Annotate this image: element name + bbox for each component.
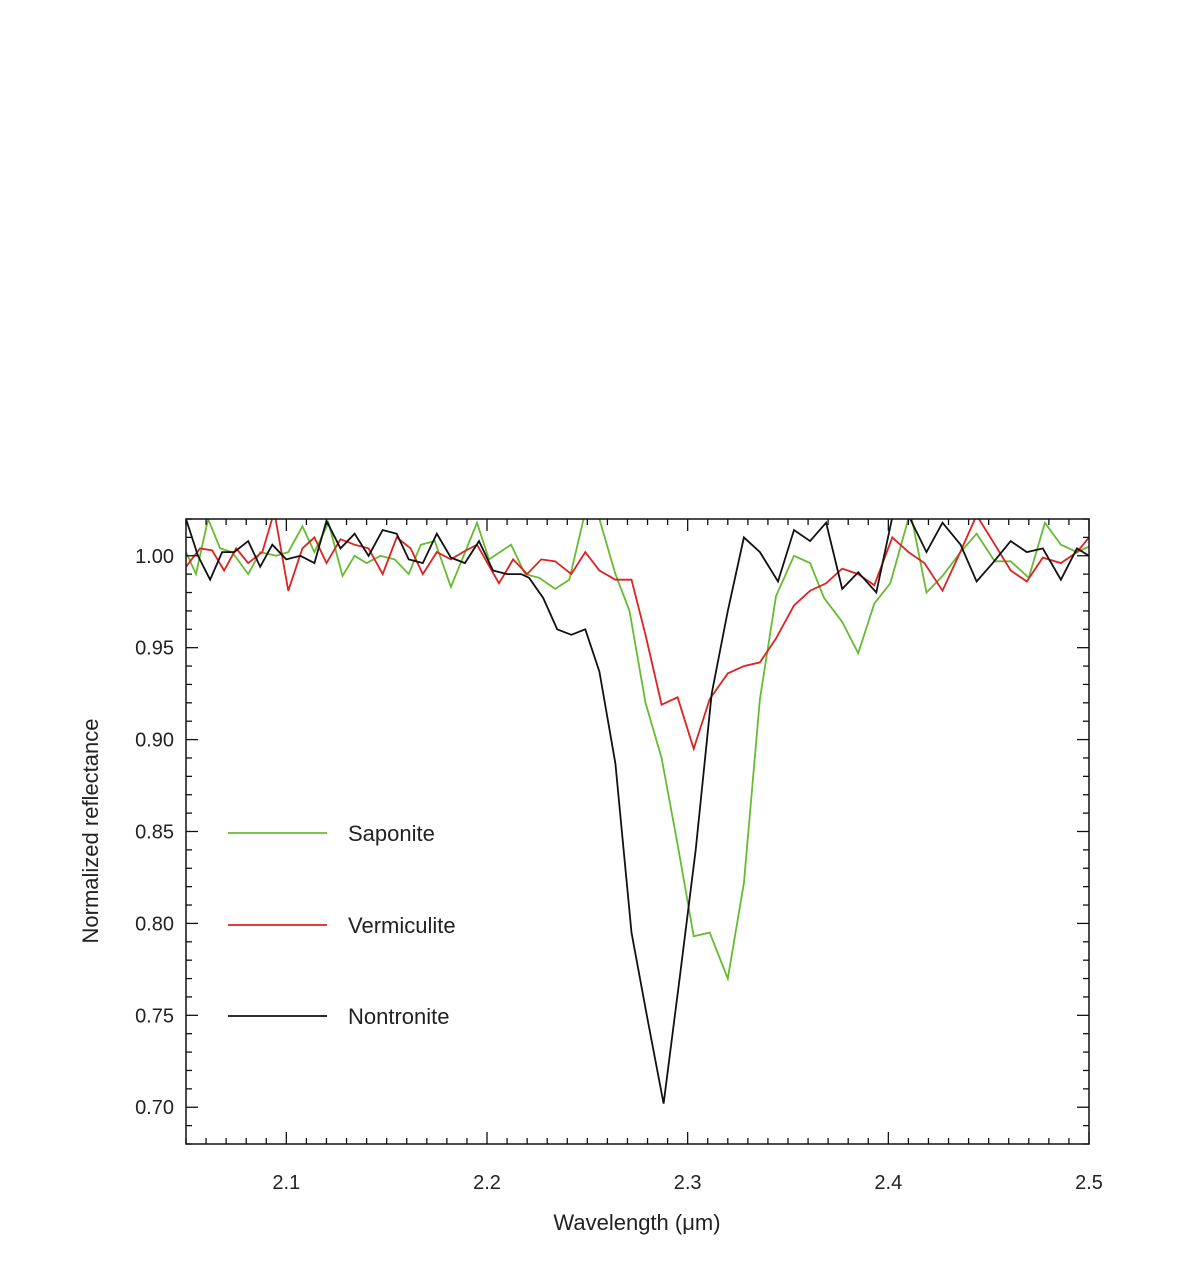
y-tick-label: 1.00	[135, 546, 174, 568]
y-tick-label: 0.80	[135, 913, 174, 935]
series-line-saponite	[186, 519, 1089, 982]
legend-label-saponite: Saponite	[348, 821, 435, 846]
x-tick-label: 2.4	[874, 1172, 902, 1194]
x-axis-label: Wavelength (μm)	[553, 1210, 720, 1235]
series-line-nontronite	[186, 519, 1089, 1104]
x-tick-label: 2.1	[272, 1172, 300, 1194]
x-tick-label: 2.5	[1075, 1172, 1103, 1194]
x-axis-ticks: 2.1 2.2 2.3 2.4 2.5	[185, 519, 1103, 1194]
y-tick-label: 0.75	[135, 1005, 174, 1027]
y-tick-label: 0.85	[135, 822, 174, 844]
series-line-vermiculite	[186, 519, 1089, 752]
plot-frame	[185, 518, 1090, 1145]
y-axis-ticks: 0.70 0.75 0.80 0.85 0.90 0.95 1.00	[135, 518, 1089, 1145]
legend-label-vermiculite: Vermiculite	[348, 913, 456, 938]
y-tick-label: 0.95	[135, 638, 174, 660]
legend: Saponite Vermiculite Nontronite	[228, 821, 456, 1029]
x-tick-label: 2.2	[473, 1172, 501, 1194]
legend-label-nontronite: Nontronite	[348, 1004, 450, 1029]
y-tick-label: 0.70	[135, 1097, 174, 1119]
y-axis-label: Normalized reflectance	[78, 719, 103, 944]
y-tick-label: 0.90	[135, 730, 174, 752]
series-layer	[186, 519, 1089, 1104]
x-tick-label: 2.3	[674, 1172, 702, 1194]
